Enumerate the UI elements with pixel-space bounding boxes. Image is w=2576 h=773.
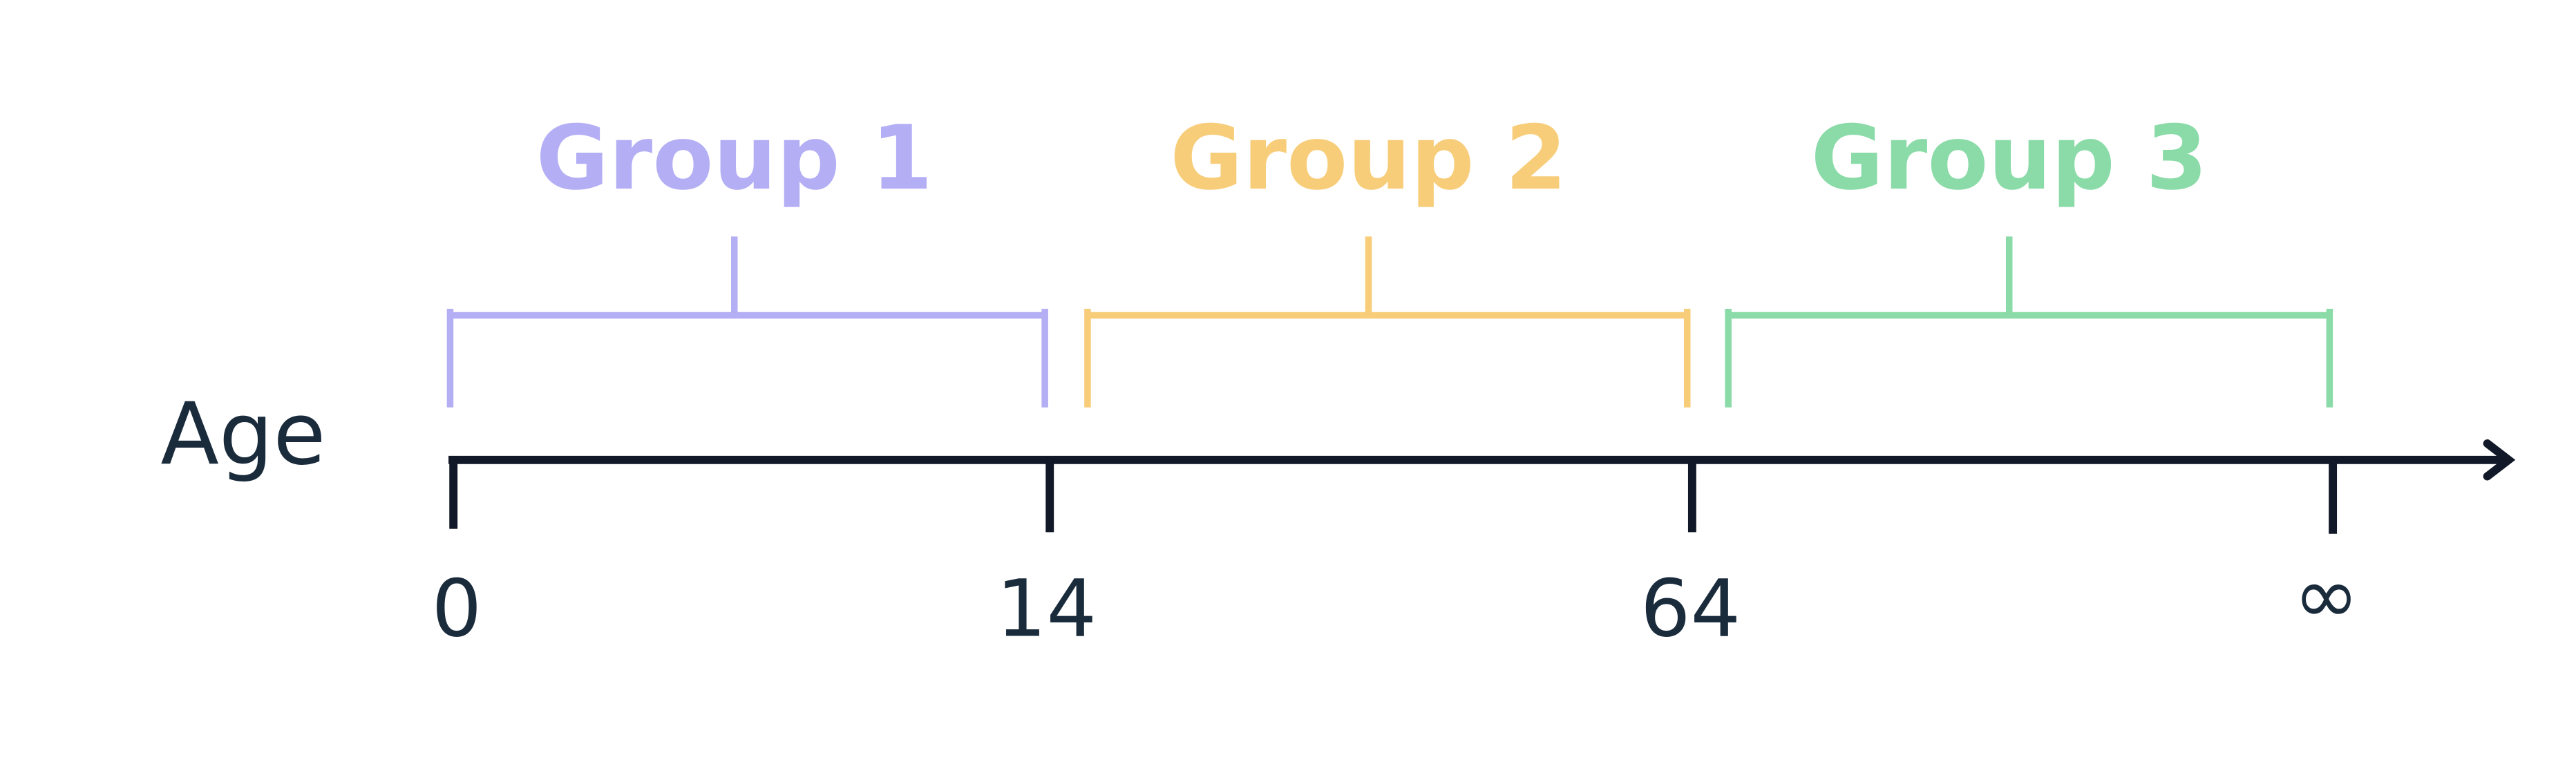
bracket [1084,236,1691,408]
tick-label: 64 [1640,563,1741,655]
axis-arrow [2483,439,2516,481]
group: Group 3 [1725,107,2333,408]
axis-label: Age [160,385,325,484]
group-label: Group 3 [1811,107,2208,210]
bracket [446,236,1048,408]
tick-label: 0 [432,563,482,655]
tick-label: 14 [996,563,1097,655]
group-label: Group 1 [536,107,933,210]
bracket [1725,236,2333,408]
group: Group 1 [446,107,1048,408]
tick-label: ∞ [2293,549,2359,641]
group: Group 2 [1084,107,1691,408]
group-label: Group 2 [1170,107,1566,210]
